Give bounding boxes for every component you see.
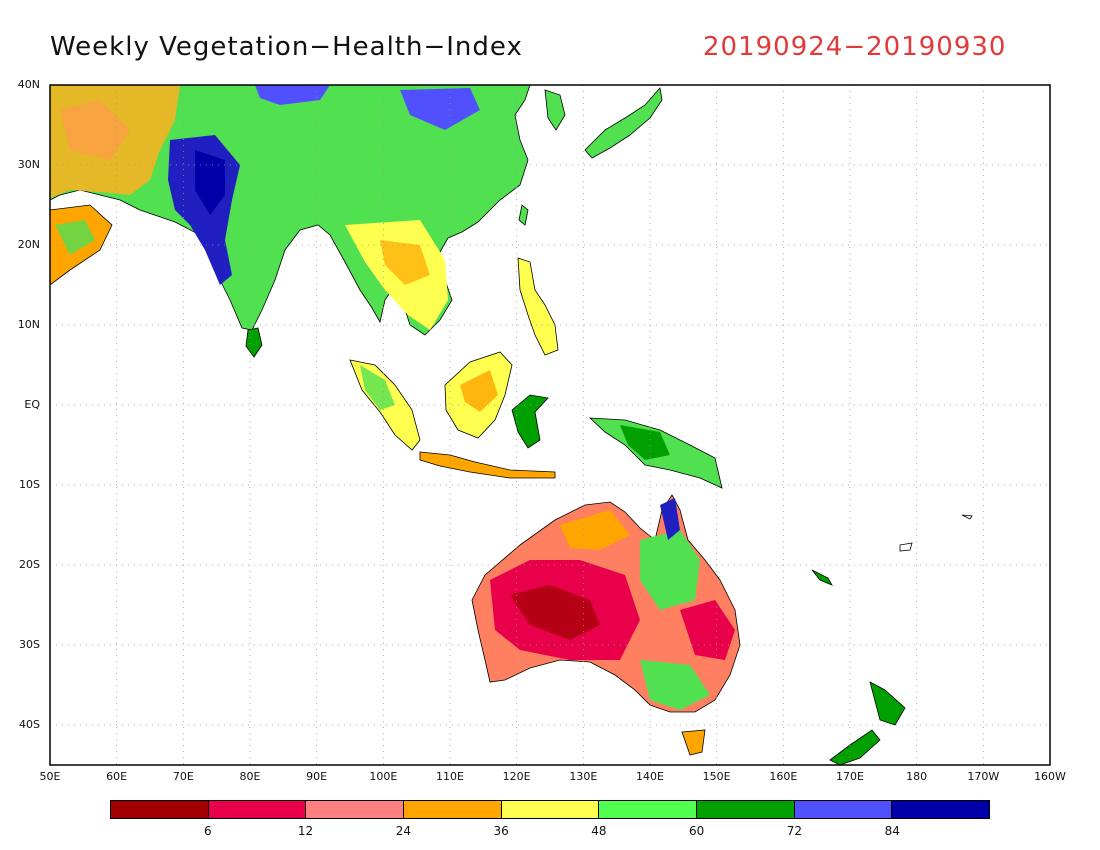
lon-label: 150E: [702, 770, 731, 783]
lon-label: 100E: [369, 770, 398, 783]
java: [419, 451, 556, 479]
lon-label: 160W: [1034, 770, 1066, 783]
japan: [584, 87, 663, 159]
lon-label: 140E: [636, 770, 664, 783]
tasmania: [681, 729, 706, 756]
colorbar-cell: [697, 801, 795, 818]
colorbar-label: 60: [689, 824, 705, 838]
colorbar-label: 6: [203, 824, 212, 838]
lat-label: EQ: [24, 398, 40, 411]
colorbar-label: 84: [884, 824, 900, 838]
lon-label: 170E: [836, 770, 864, 783]
korea: [544, 89, 566, 131]
colorbar-cell: [306, 801, 405, 818]
lon-label: 170W: [967, 770, 1000, 783]
lon-label: 60E: [106, 770, 128, 783]
lat-label: 10N: [17, 318, 40, 331]
colorbar-cell: [208, 801, 307, 818]
lon-label: 120E: [502, 770, 531, 783]
lat-label: 20N: [17, 238, 40, 251]
colorbar-cell: [794, 801, 893, 818]
sulawesi: [511, 394, 549, 449]
colorbar-cell: [892, 801, 990, 818]
new-zealand: [869, 681, 906, 726]
map-title: Weekly Vegetation−Health−Index: [50, 32, 523, 62]
colorbar-label: 36: [493, 824, 509, 838]
lon-label: 50E: [39, 770, 61, 783]
lat-label: 30N: [17, 158, 40, 171]
colorbar-label: 72: [786, 824, 803, 838]
colorbar-cell: [111, 801, 209, 818]
lon-label: 160E: [769, 770, 798, 783]
colorbar-label: 48: [591, 824, 607, 838]
lat-label: 40N: [17, 78, 40, 91]
lon-label: 80E: [239, 770, 261, 783]
land-areas: [49, 84, 973, 766]
lon-label: 70E: [172, 770, 194, 783]
colorbar: [110, 800, 990, 819]
lat-label: 10S: [19, 478, 40, 491]
lon-label: 180: [906, 770, 928, 783]
colorbar-cell: [404, 801, 502, 818]
colorbar-label: 12: [297, 824, 314, 838]
lat-label: 30S: [19, 638, 40, 651]
taiwan: [518, 204, 529, 226]
date-range: 20190924−20190930: [703, 32, 1007, 62]
lat-label: 20S: [19, 558, 40, 571]
philippines: [517, 257, 559, 356]
colorbar-cell: [599, 801, 698, 818]
lon-label: 110E: [436, 770, 464, 783]
colorbar-cell: [501, 801, 600, 818]
colorbar-label: 24: [395, 824, 411, 838]
lon-label: 90E: [306, 770, 328, 783]
lon-label: 130E: [569, 770, 598, 783]
lat-label: 40S: [19, 718, 40, 731]
